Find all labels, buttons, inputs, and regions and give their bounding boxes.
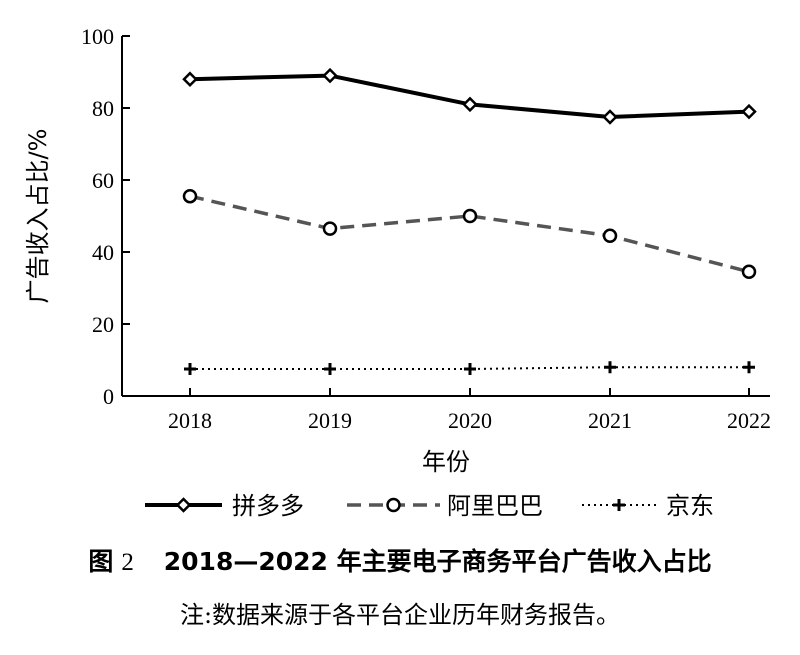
- data-point-series-1: [462, 208, 478, 224]
- x-tick-label: 2022: [727, 408, 771, 433]
- y-tick-label: 40: [92, 240, 114, 265]
- data-point-series-2: [604, 361, 616, 374]
- y-tick-label: 20: [92, 312, 114, 337]
- legend-label-2: 京东: [666, 492, 714, 520]
- x-tick-label: 2021: [588, 408, 632, 433]
- figure-title: 2018—2022 年主要电子商务平台广告收入占比: [163, 547, 712, 576]
- data-point-series-0: [182, 71, 198, 87]
- x-tick-label: 2020: [448, 408, 492, 433]
- legend-marker-2: [613, 499, 625, 511]
- legend: 拼多多 阿里巴巴 京东: [145, 492, 714, 520]
- data-point-series-2: [184, 363, 196, 375]
- series-layer: [182, 67, 757, 375]
- series-line-1: [189, 194, 750, 274]
- legend-label-0: 拼多多: [232, 492, 304, 520]
- legend-label-1: 阿里巴巴: [447, 492, 543, 520]
- figure-note: 注:数据来源于各平台企业历年财务报告。: [179, 601, 621, 629]
- data-point-series-2: [324, 363, 336, 375]
- y-tick-label: 60: [92, 168, 114, 193]
- data-point-series-0: [462, 96, 478, 113]
- legend-marker-0: [175, 497, 192, 513]
- data-point-series-1: [602, 228, 618, 244]
- x-tick-label: 2018: [168, 408, 212, 433]
- data-point-series-1: [322, 221, 338, 236]
- chart-axes: 0 20 40 60 80 100 2018 2019 2020 2021 2022 年份 广告收入占比…: [24, 24, 771, 476]
- y-tick-label: 80: [92, 96, 114, 121]
- x-axis-title: 年份: [422, 448, 470, 476]
- figure-caption: 图 2 2018—2022 年主要电子商务平台广告收入占比: [0, 542, 800, 578]
- figure-number: 2: [121, 549, 134, 576]
- y-tick-label: 0: [103, 384, 114, 409]
- legend-marker-1: [386, 497, 401, 513]
- x-tick-label: 2019: [308, 408, 352, 433]
- figure-label: 图: [88, 547, 114, 576]
- line-chart: 0 20 40 60 80 100 2018 2019 2020 2021 2022 年份 广告收入占比…: [24, 24, 771, 520]
- data-point-series-0: [602, 109, 618, 125]
- data-point-series-0: [322, 67, 338, 84]
- y-tick-label: 100: [81, 24, 114, 49]
- data-point-series-2: [464, 363, 476, 375]
- data-point-series-0: [741, 103, 757, 120]
- y-axis-title: 广告收入占比/%: [24, 129, 52, 304]
- data-point-series-1: [741, 264, 757, 280]
- data-point-series-2: [743, 361, 755, 374]
- data-point-series-1: [182, 188, 198, 204]
